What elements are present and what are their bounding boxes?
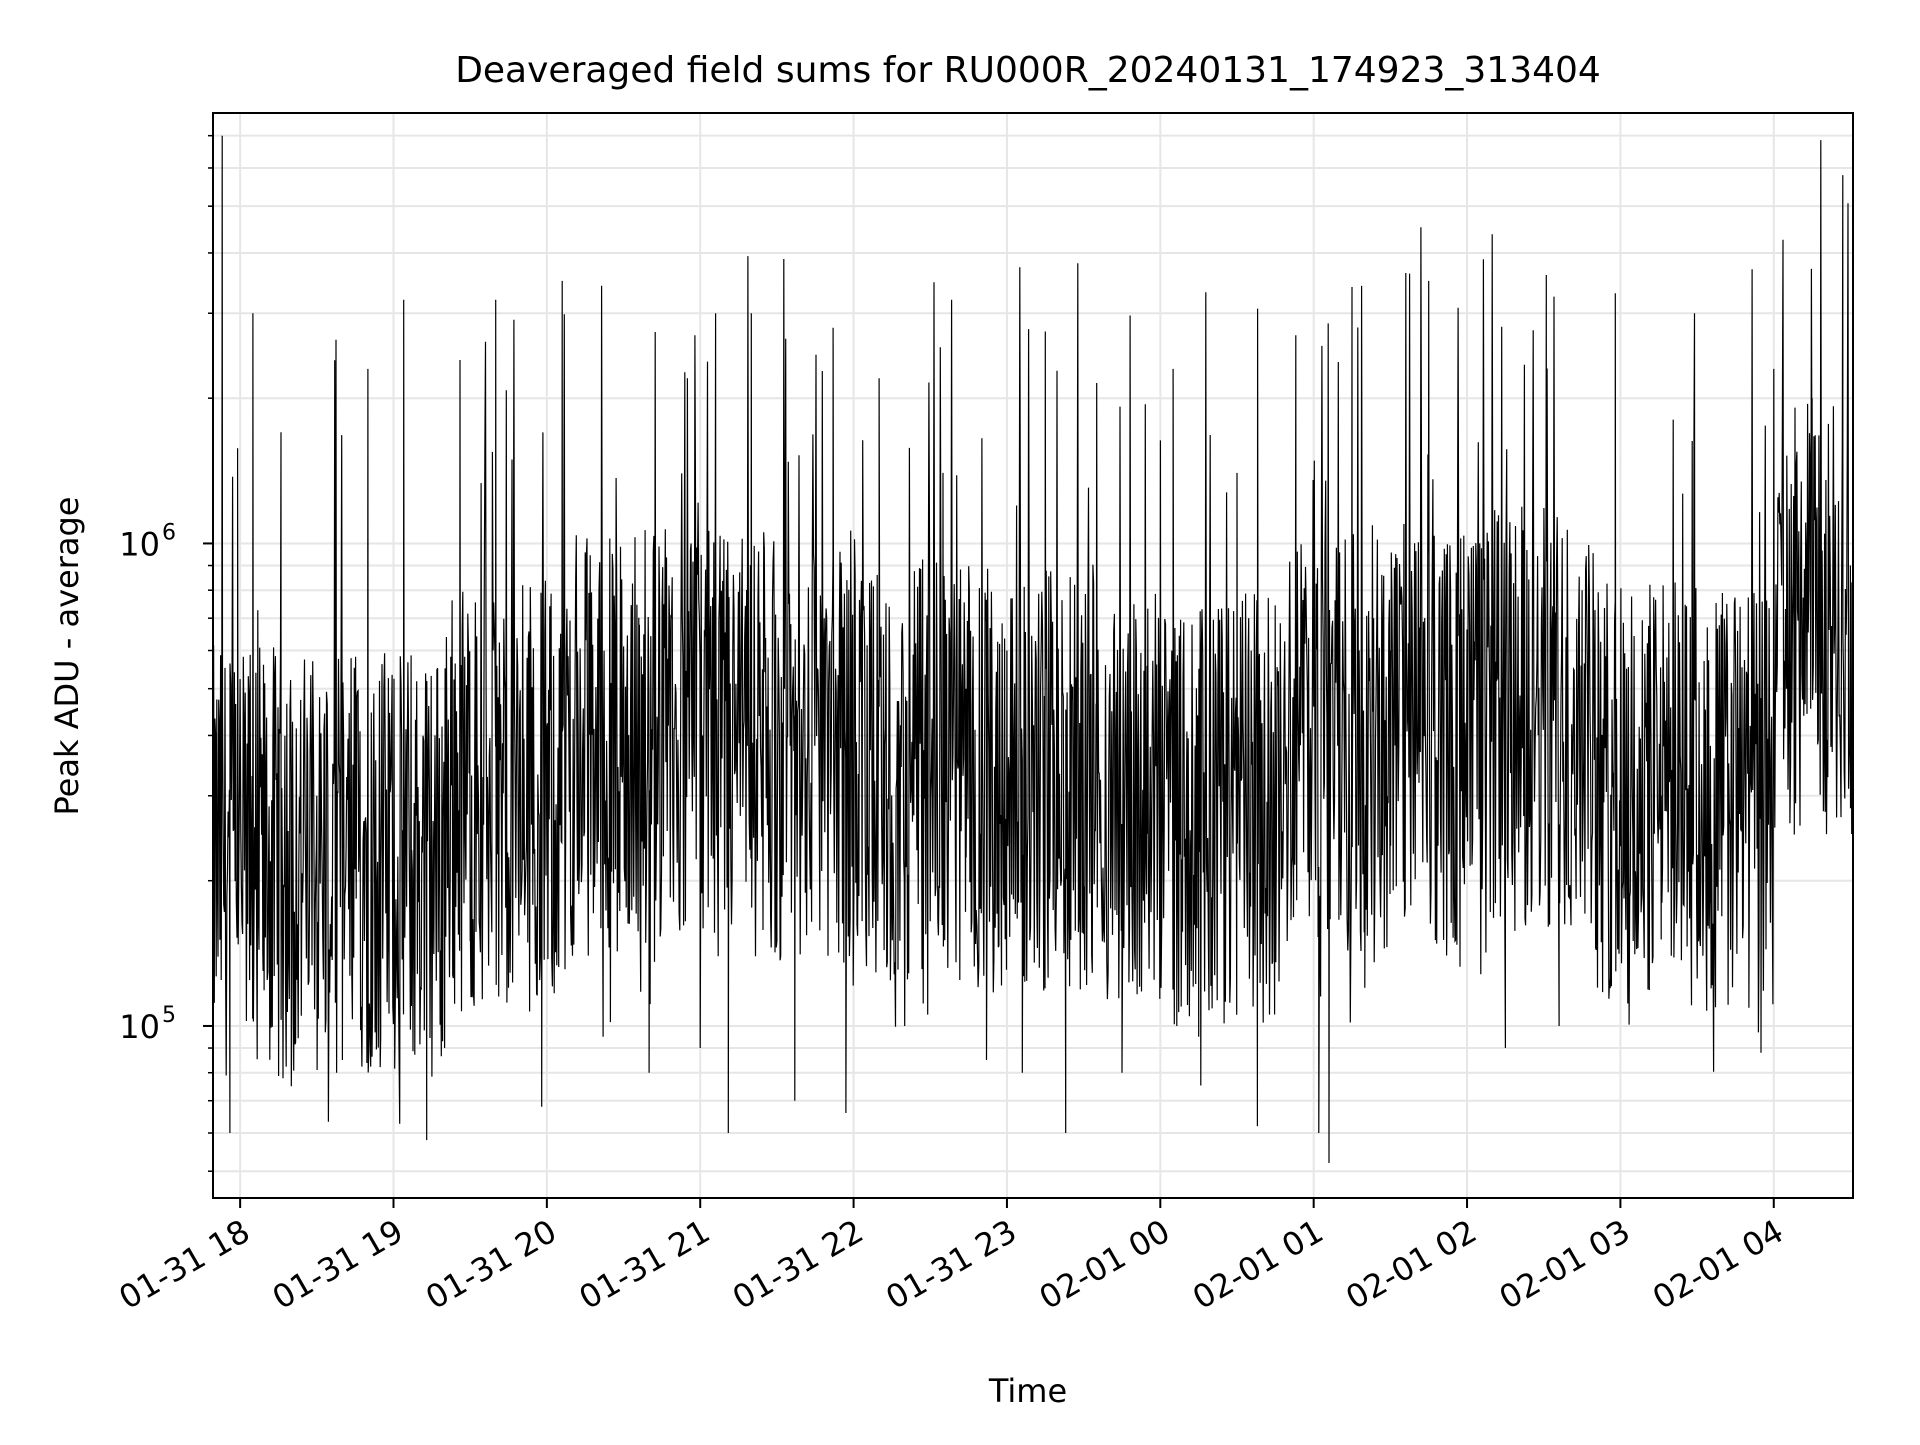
y-tick-label-exponent: 6 (162, 520, 176, 545)
y-tick-label-base: 10 (119, 525, 160, 563)
y-tick-label-exponent: 5 (162, 1003, 176, 1028)
y-tick-label-base: 10 (119, 1008, 160, 1046)
x-axis-label: Time (988, 1372, 1067, 1410)
chart-title: Deaveraged field sums for RU000R_2024013… (455, 50, 1601, 91)
y-axis-label: Peak ADU - average (48, 497, 86, 816)
